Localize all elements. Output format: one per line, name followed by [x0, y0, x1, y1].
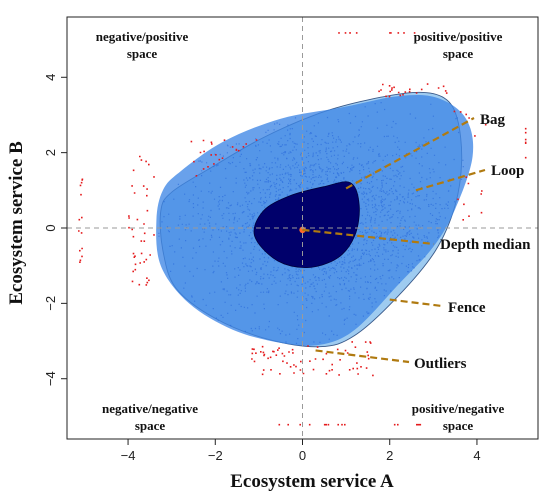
annotation-loop-label: Loop — [491, 163, 524, 179]
x-tick-label: −4 — [121, 448, 136, 463]
y-tick-label: 0 — [43, 224, 58, 231]
outliers-leader-line — [315, 349, 410, 364]
depth-median-leader-line — [302, 228, 435, 246]
x-tick-label: 2 — [386, 448, 393, 463]
annotation-bag-label: Bag — [480, 112, 506, 128]
quadrant-label-top-right-line2: space — [443, 46, 474, 61]
y-axis-title: Ecosystem service B — [6, 141, 27, 305]
fence-leader-line — [389, 298, 443, 308]
annotation-depth-median-label: Depth median — [440, 237, 531, 253]
ticks-layer: −4 −2 0 2 4 −4 −2 0 2 4 — [43, 74, 481, 463]
quadrant-label-bottom-left-line2: space — [135, 418, 166, 433]
annotation-outliers-label: Outliers — [414, 356, 467, 372]
quadrant-label-top-left-line2: space — [127, 46, 158, 61]
bag-region — [253, 181, 360, 269]
quadrant-label-bottom-right-line1: positive/negative — [412, 401, 505, 416]
quadrant-label-bottom-left-line1: negative/negative — [102, 401, 198, 416]
bag-leader-line — [345, 117, 475, 190]
reference-lines-layer — [67, 17, 538, 439]
x-tick-label: 4 — [473, 448, 480, 463]
quadrant-label-top-right-line1: positive/positive — [414, 29, 503, 44]
quadrant-label-top-left-line1: negative/positive — [96, 29, 189, 44]
x-tick-label: −2 — [208, 448, 223, 463]
x-axis-title: Ecosystem service A — [230, 471, 394, 492]
loop-leader-line — [415, 168, 486, 192]
y-tick-label: −2 — [43, 296, 58, 311]
y-tick-label: 4 — [43, 74, 58, 81]
y-tick-label: 2 — [43, 149, 58, 156]
annotation-fence-label: Fence — [448, 300, 486, 316]
quadrant-label-bottom-right-line2: space — [443, 418, 474, 433]
y-tick-label: −4 — [43, 371, 58, 386]
bag-region-layer — [253, 181, 360, 269]
x-tick-label: 0 — [299, 448, 306, 463]
annotations-layer — [302, 117, 486, 364]
